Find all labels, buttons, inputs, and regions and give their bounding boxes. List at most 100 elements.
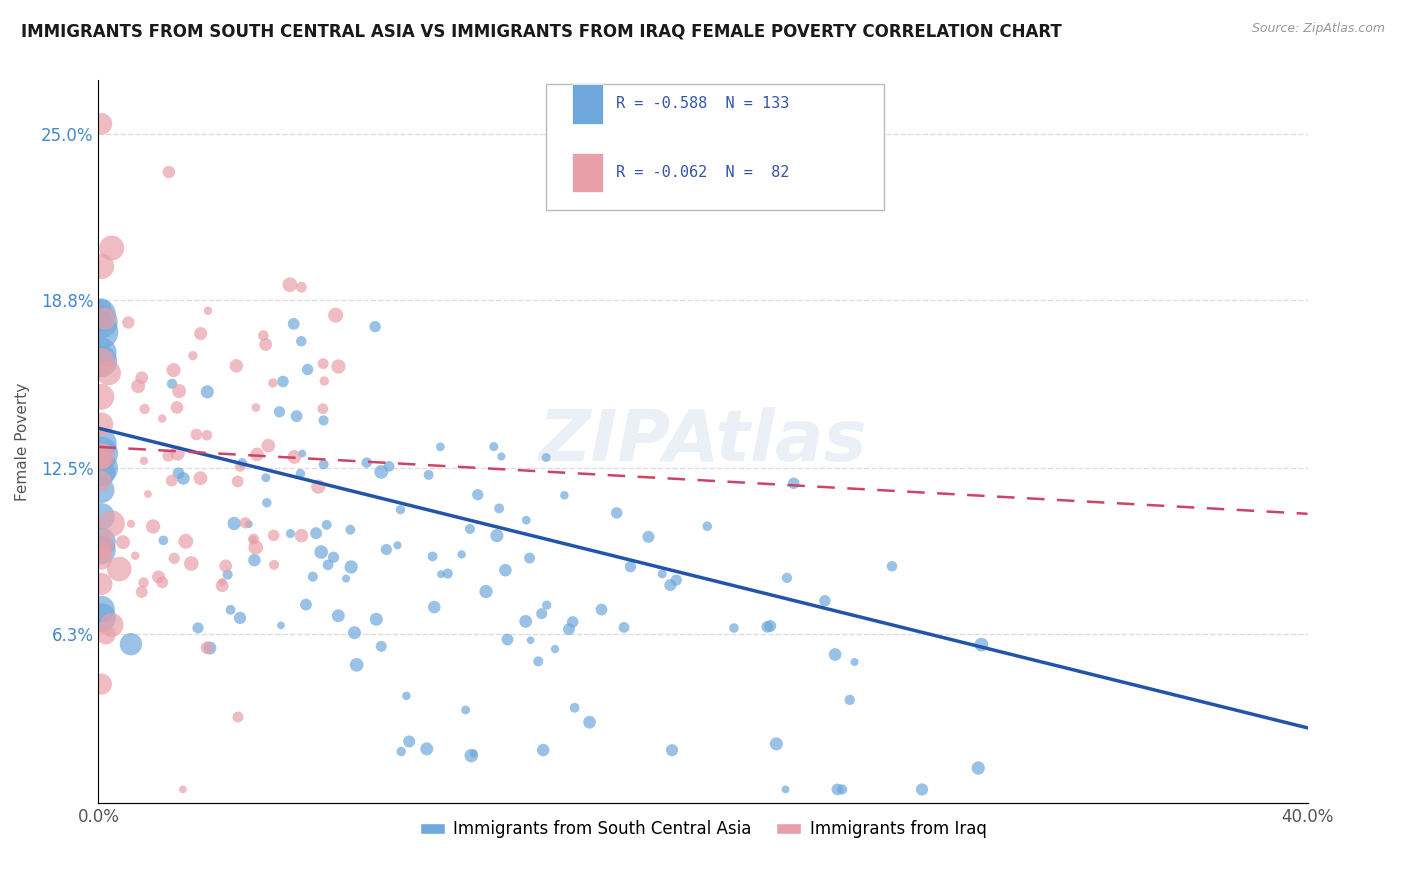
Point (436, 566, 458, 581)
Point (280, 526, 302, 541)
Point (134, 402, 156, 417)
Point (90, 611, 112, 625)
Point (305, 526, 328, 541)
Point (475, 584, 498, 599)
Point (328, 608, 350, 623)
Point (256, 496, 278, 510)
Point (90, 452, 112, 467)
Point (482, 440, 505, 454)
Point (90, 552, 112, 566)
Point (422, 549, 444, 564)
Point (90, 602, 112, 616)
Point (263, 528, 285, 542)
Point (198, 641, 221, 656)
Point (229, 611, 252, 625)
Point (90, 390, 112, 404)
Point (307, 480, 329, 494)
Point (90, 474, 112, 488)
Point (314, 374, 336, 388)
Point (880, 559, 903, 574)
Point (238, 517, 260, 532)
Point (90, 325, 112, 339)
Point (163, 551, 186, 566)
Point (283, 317, 305, 331)
Point (167, 467, 190, 481)
Point (967, 761, 990, 775)
Point (312, 401, 335, 416)
Point (831, 782, 853, 797)
Point (225, 359, 247, 373)
Point (231, 456, 253, 470)
Point (467, 488, 489, 502)
Text: R = -0.588  N = 133: R = -0.588 N = 133 (616, 96, 789, 112)
Point (429, 440, 451, 454)
Point (398, 734, 420, 748)
Point (285, 409, 308, 423)
Point (340, 560, 363, 574)
Point (90, 301, 112, 316)
Point (911, 782, 934, 797)
Point (661, 743, 683, 757)
Point (90, 446, 112, 460)
Point (290, 334, 312, 349)
FancyBboxPatch shape (546, 84, 884, 211)
Point (527, 654, 550, 668)
Point (93, 311, 115, 326)
Point (180, 557, 202, 571)
Point (90, 354, 112, 368)
Point (243, 553, 266, 567)
Point (295, 598, 318, 612)
Point (378, 459, 401, 474)
Point (90, 677, 112, 691)
Point (488, 501, 510, 516)
Point (90, 315, 112, 329)
Point (131, 370, 153, 384)
Point (90, 117, 112, 131)
Point (463, 747, 485, 761)
Bar (572, 153, 603, 193)
Point (90, 483, 112, 497)
Point (150, 411, 173, 425)
Point (606, 506, 628, 520)
Point (776, 571, 799, 585)
Point (290, 280, 312, 294)
Point (312, 413, 335, 427)
Point (423, 600, 446, 615)
Point (211, 574, 233, 589)
Point (195, 640, 218, 655)
Point (190, 326, 212, 341)
Point (339, 523, 361, 537)
Point (283, 450, 305, 464)
Point (301, 569, 323, 583)
Point (211, 578, 233, 592)
Point (553, 488, 575, 502)
Point (157, 165, 180, 179)
Y-axis label: Female Poverty: Female Poverty (15, 383, 30, 500)
Point (765, 737, 787, 751)
Point (315, 517, 337, 532)
Point (90, 461, 112, 475)
Point (174, 534, 197, 549)
Point (558, 622, 581, 636)
Point (316, 558, 339, 572)
Point (190, 471, 212, 485)
Point (242, 532, 264, 546)
Point (160, 474, 183, 488)
Point (226, 475, 249, 489)
Point (389, 502, 412, 516)
Point (775, 782, 797, 797)
Point (343, 625, 366, 640)
Point (278, 277, 301, 292)
Point (108, 562, 131, 576)
Point (534, 450, 557, 465)
Point (591, 602, 613, 616)
Point (613, 620, 636, 634)
Point (127, 379, 149, 393)
Text: IMMIGRANTS FROM SOUTH CENTRAL ASIA VS IMMIGRANTS FROM IRAQ FEMALE POVERTY CORREL: IMMIGRANTS FROM SOUTH CENTRAL ASIA VS IM… (21, 22, 1062, 40)
Point (263, 558, 285, 572)
Point (416, 742, 439, 756)
Bar (572, 84, 603, 124)
Point (515, 513, 537, 527)
Point (142, 519, 165, 533)
Point (117, 316, 139, 330)
